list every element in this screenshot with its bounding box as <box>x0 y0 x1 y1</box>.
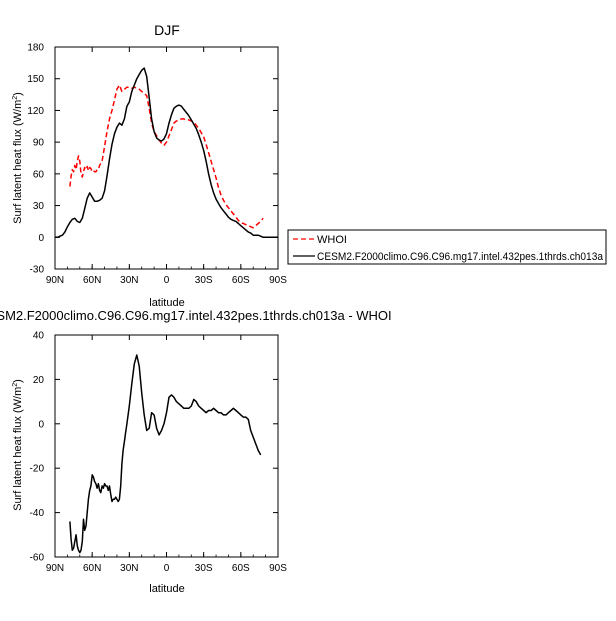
bottom-x-tick-label: 60N <box>83 563 101 574</box>
top-x-tick-label: 30S <box>195 275 213 286</box>
bottom-y-tick-label: 0 <box>38 419 44 430</box>
top-x-tick-label: 90N <box>46 275 64 286</box>
top-x-tick-label: 60N <box>83 275 101 286</box>
top-y-tick-label: 30 <box>33 201 45 212</box>
bottom-x-tick-label: 30S <box>195 563 213 574</box>
top-x-tick-label: 0 <box>164 275 170 286</box>
bottom-x-tick-label: 90N <box>46 563 64 574</box>
top-y-axis-label: Surf latent heat flux (W/m2) <box>12 92 24 224</box>
bottom-panel: CESM2.F2000climo.C96.C96.mg17.intel.432p… <box>0 308 392 595</box>
top-y-tick-label: 90 <box>33 138 45 149</box>
top-y-tick-label: 0 <box>38 233 44 244</box>
legend: WHOI CESM2.F2000climo.C96.C96.mg17.intel… <box>287 229 607 265</box>
bottom-chart-title: CESM2.F2000climo.C96.C96.mg17.intel.432p… <box>0 308 392 323</box>
top-chart-title: DJF <box>154 22 180 38</box>
top-x-tick-label: 60S <box>232 275 250 286</box>
legend-box <box>287 229 607 265</box>
bottom-y-tick-label: -20 <box>30 464 45 475</box>
legend-label-whoi: WHOI <box>317 234 347 246</box>
bottom-x-tick-label: 60S <box>232 563 250 574</box>
top-plot-frame <box>54 46 279 270</box>
bottom-plot-lines <box>69 354 262 554</box>
top-x-axis-label: latitude <box>149 297 184 309</box>
bottom-x-tick-label: 90S <box>269 563 287 574</box>
bottom-y-axis-label: Surf latent heat flux (W/m2) <box>12 379 24 511</box>
bottom-y-tick-label: 40 <box>33 331 45 342</box>
top-y-tick-label: -30 <box>30 265 45 276</box>
top-x-tick-label: 30N <box>120 275 138 286</box>
bottom-y-tick-label: -40 <box>30 508 45 519</box>
top-y-tick-label: 120 <box>27 106 44 117</box>
top-y-tick-label: 150 <box>27 74 44 85</box>
bottom-x-tick-label: 30N <box>120 563 138 574</box>
bottom-x-tick-label: 0 <box>164 563 170 574</box>
top-x-tick-label: 90S <box>269 275 287 286</box>
top-axis-ticks: 90N 60N 30N 0 30S 60S 90S -30 0 30 60 90 120 150 180 <box>27 43 287 287</box>
bottom-axis-ticks: 90N 60N 30N 0 30S 60S 90S -60 -40 -20 0 20 40 <box>30 331 288 575</box>
bottom-plot-frame <box>54 334 279 558</box>
top-y-tick-label: 60 <box>33 169 45 180</box>
bottom-y-tick-label: -60 <box>30 553 45 564</box>
legend-label-cesm2: CESM2.F2000climo.C96.C96.mg17.intel.432p… <box>317 251 604 263</box>
top-series-line-1 <box>55 67 278 239</box>
top-series-line-0 <box>69 84 264 229</box>
bottom-series-line-0 <box>69 354 262 554</box>
top-plot-lines <box>55 67 278 239</box>
top-y-tick-label: 180 <box>27 43 44 54</box>
bottom-y-tick-label: 20 <box>33 375 45 386</box>
top-panel: DJF latitude Surf latent heat flux (W/m2… <box>12 22 287 309</box>
bottom-x-axis-label: latitude <box>149 583 184 595</box>
